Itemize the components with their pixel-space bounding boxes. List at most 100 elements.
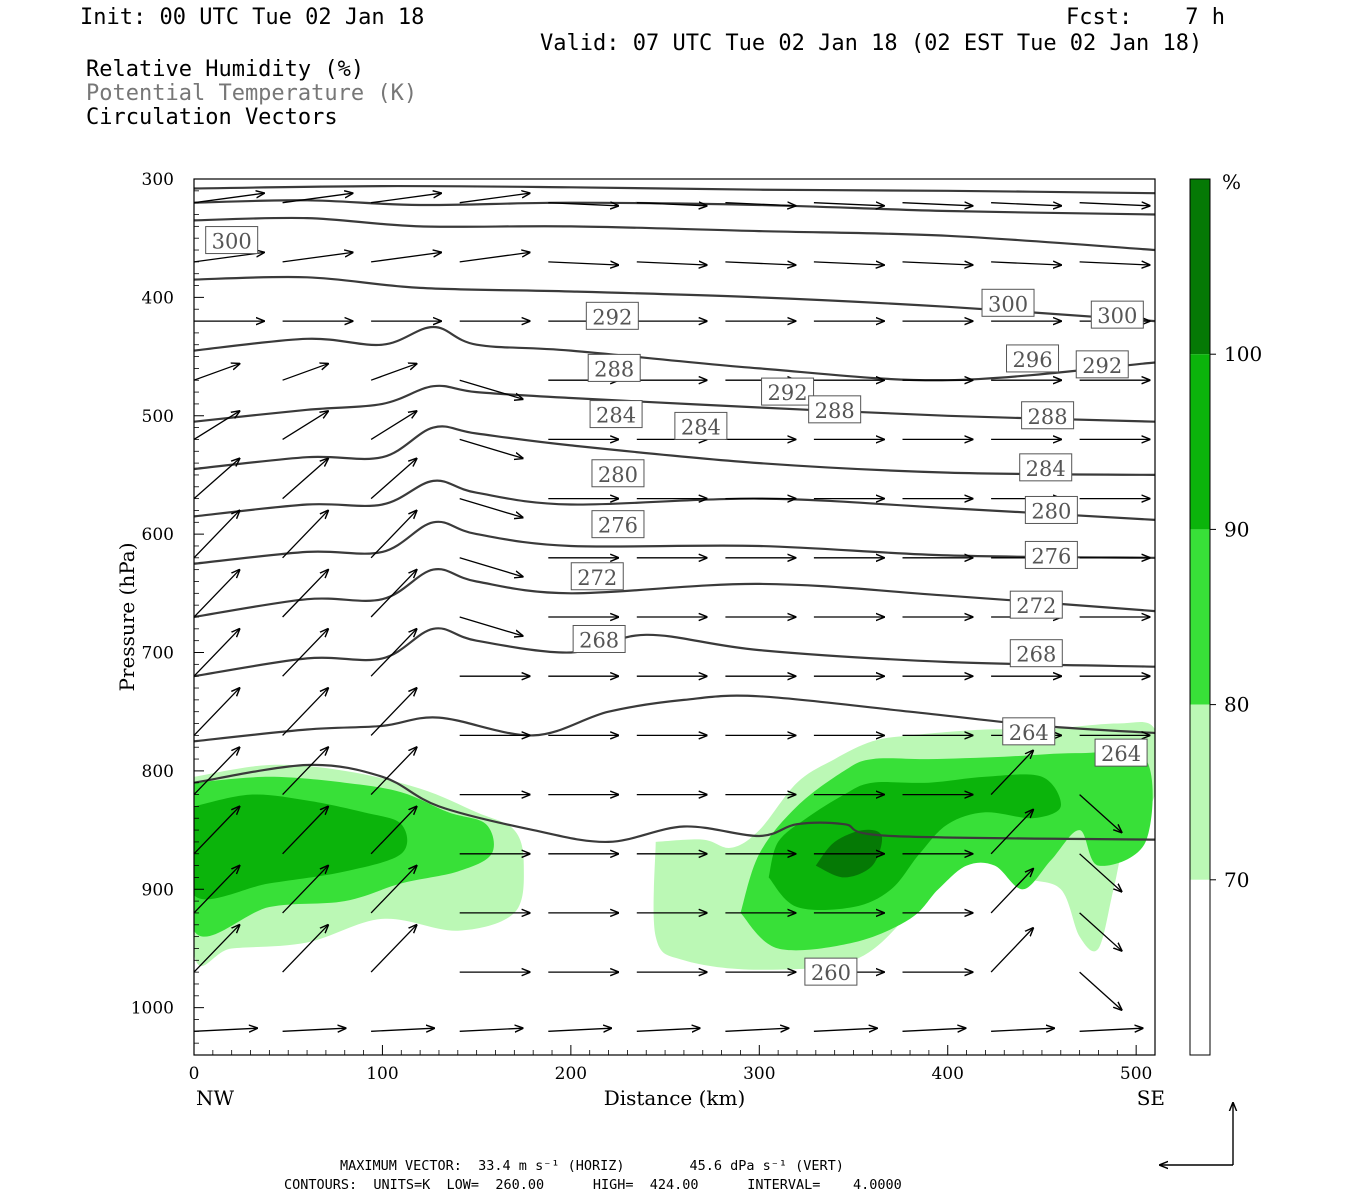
theta-contour-288 bbox=[194, 384, 1155, 423]
circulation-vector bbox=[370, 688, 417, 736]
contour-label-288: 288 bbox=[1021, 401, 1075, 430]
contour-label-box bbox=[1090, 300, 1144, 329]
contour-label-text: 280 bbox=[1031, 499, 1071, 523]
circulation-vector bbox=[194, 629, 240, 677]
theta-contour-280 bbox=[194, 479, 1155, 521]
x-tick-label: 400 bbox=[931, 1064, 963, 1084]
contour-label-text: 276 bbox=[598, 514, 638, 538]
contour-label-292: 292 bbox=[1075, 350, 1129, 379]
circulation-vector bbox=[194, 1028, 257, 1031]
circulation-vector bbox=[282, 511, 329, 559]
circulation-vector bbox=[990, 869, 1033, 914]
theta-contour-268 bbox=[194, 627, 1155, 678]
x-tick-label: 200 bbox=[555, 1064, 587, 1084]
circulation-vector bbox=[991, 1028, 1054, 1031]
circulation-vector bbox=[459, 497, 523, 518]
contour-label-text: 272 bbox=[1016, 594, 1056, 618]
contour-label-text: 292 bbox=[1082, 354, 1122, 378]
contour-label-box bbox=[1075, 350, 1129, 379]
circulation-vector bbox=[813, 262, 884, 265]
contour-label-300: 300 bbox=[205, 226, 259, 255]
circulation-vector bbox=[991, 203, 1061, 206]
contour-label-text: 284 bbox=[681, 415, 721, 439]
circulation-vector bbox=[370, 364, 417, 381]
circulation-vector bbox=[371, 252, 441, 263]
contour-label-292: 292 bbox=[761, 377, 815, 406]
colorbar-label: 90 bbox=[1224, 517, 1249, 541]
contour-label-272: 272 bbox=[570, 562, 624, 591]
contour-label-text: 280 bbox=[598, 463, 638, 487]
contour-label-text: 284 bbox=[596, 404, 636, 428]
x-tick-label: 0 bbox=[189, 1064, 200, 1084]
x-tick-label: 500 bbox=[1120, 1064, 1152, 1084]
circulation-vector bbox=[282, 866, 329, 914]
y-tick-label: 700 bbox=[142, 644, 174, 664]
theta-contour-264 bbox=[194, 694, 1155, 743]
contour-label-text: 292 bbox=[592, 305, 632, 329]
contour-label-box bbox=[981, 288, 1035, 317]
circulation-vector bbox=[194, 747, 240, 796]
y-tick-label: 500 bbox=[142, 407, 174, 427]
circulation-vector bbox=[459, 1028, 523, 1031]
contour-label-box bbox=[591, 459, 645, 488]
y-tick-label: 400 bbox=[142, 288, 174, 308]
contour-labels: 300 300 300 296 292 292 292 288 288 288 284 284 284 2… bbox=[205, 226, 1148, 986]
x-axis-title: Distance (km) bbox=[604, 1086, 746, 1110]
init-time: Init: 00 UTC Tue 02 Jan 18 bbox=[80, 5, 425, 30]
contour-label-box bbox=[761, 377, 815, 406]
circulation-vector bbox=[370, 747, 417, 796]
contour-label-box bbox=[1024, 495, 1078, 524]
circulation-vector bbox=[459, 379, 523, 399]
contour-label-box bbox=[570, 562, 624, 591]
circulation-vector bbox=[194, 411, 240, 440]
x-tick-label: 100 bbox=[366, 1064, 398, 1084]
colorbar-frame bbox=[1189, 178, 1211, 1056]
colorbar-segment bbox=[1190, 354, 1210, 530]
circulation-vector bbox=[459, 557, 523, 577]
contour-label-284: 284 bbox=[1019, 453, 1073, 482]
axes: 300 400 500 600 700 800 900 1000 0 100 200 300 400 50… bbox=[115, 170, 1165, 1110]
circulation-vector bbox=[370, 411, 417, 440]
circulation-vector bbox=[990, 751, 1033, 796]
circulation-vector bbox=[371, 193, 441, 204]
circulation-vector bbox=[459, 193, 530, 204]
circulation-vector bbox=[636, 1028, 700, 1031]
contour-label-box bbox=[1009, 639, 1063, 668]
max-vector-note: MAXIMUM VECTOR: 33.4 m s⁻¹ (HORIZ) 45.6 … bbox=[340, 1158, 844, 1174]
circulation-vector bbox=[194, 511, 240, 559]
contour-label-text: 300 bbox=[212, 230, 252, 254]
circulation-vector bbox=[813, 1028, 877, 1031]
circulation-vector bbox=[991, 262, 1061, 265]
reference-vector bbox=[1160, 1103, 1233, 1165]
circulation-vector bbox=[1079, 262, 1150, 265]
theta-contour-284 bbox=[194, 425, 1155, 476]
contour-label-box bbox=[808, 395, 862, 424]
circulation-vector bbox=[194, 570, 240, 618]
contour-label-box bbox=[589, 400, 643, 429]
circulation-vector bbox=[1079, 853, 1122, 892]
colorbar-segment bbox=[1190, 529, 1210, 705]
circulation-vector bbox=[282, 629, 329, 677]
colorbar-segment bbox=[1190, 704, 1210, 880]
circulation-vector bbox=[370, 459, 417, 500]
contour-label-300: 300 bbox=[981, 288, 1035, 317]
contour-label-box bbox=[1006, 344, 1060, 373]
circulation-vector bbox=[1079, 794, 1122, 833]
circulation-vector bbox=[282, 570, 329, 618]
circulation-vector bbox=[548, 1028, 611, 1031]
circulation-vector bbox=[990, 810, 1033, 855]
contour-label-280: 280 bbox=[591, 459, 645, 488]
circulation-vector bbox=[725, 1028, 788, 1031]
contour-label-text: 300 bbox=[988, 292, 1028, 316]
legend-relative-humidity: Relative Humidity (%) bbox=[86, 57, 365, 82]
contour-label-276: 276 bbox=[1024, 540, 1078, 569]
contour-label-box bbox=[674, 411, 728, 440]
circulation-vector bbox=[194, 193, 264, 204]
y-tick-label: 300 bbox=[142, 170, 174, 190]
contour-label-text: 272 bbox=[577, 566, 617, 590]
contour-label-text: 284 bbox=[1026, 457, 1066, 481]
contour-label-box bbox=[1094, 738, 1148, 767]
colorbar-label: 100 bbox=[1224, 342, 1262, 366]
colorbar: % 100 90 80 70 bbox=[1189, 170, 1262, 1056]
contour-label-text: 268 bbox=[1016, 643, 1056, 667]
